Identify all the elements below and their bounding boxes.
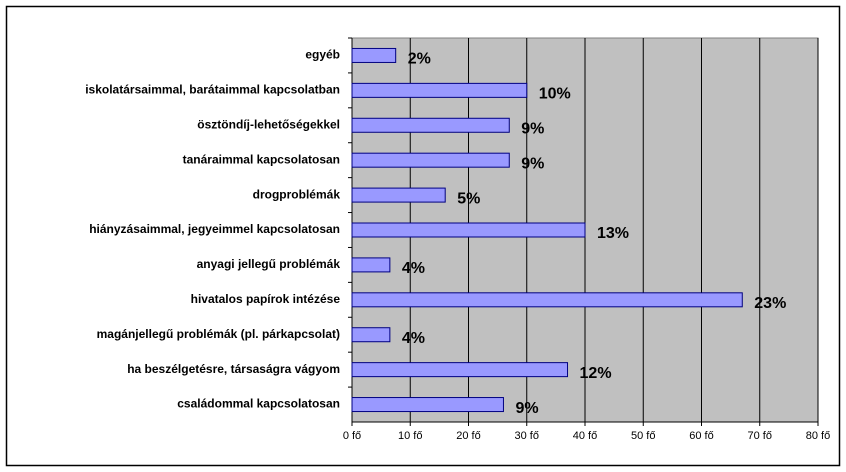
x-tick-label: 40 fő [573, 430, 597, 442]
y-tick-label: hivatalos papírok intézése [191, 292, 341, 306]
x-tick-label: 10 fő [398, 430, 422, 442]
y-tick-label: anyagi jellegű problémák [197, 257, 341, 271]
y-tick-label: egyéb [305, 48, 340, 62]
bar [351, 187, 446, 203]
data-label: 4% [402, 260, 425, 277]
y-tick-label: ha beszélgetésre, társaságra vágyom [127, 362, 340, 376]
bar [351, 117, 510, 133]
x-tick-label: 30 fő [515, 430, 539, 442]
bar [351, 397, 504, 413]
bar [351, 292, 743, 308]
bar [351, 47, 397, 63]
data-label: 4% [402, 330, 425, 347]
x-tick-label: 50 fő [631, 430, 655, 442]
data-label: 13% [597, 225, 629, 242]
bar [351, 362, 569, 378]
bar [351, 327, 391, 343]
y-tick-label: ösztöndíj-lehetőségekkel [197, 117, 340, 131]
x-tick-label: 60 fő [689, 430, 713, 442]
bar [351, 222, 586, 238]
data-label: 2% [408, 51, 431, 68]
data-label: 9% [521, 120, 544, 137]
bar [351, 152, 510, 168]
y-tick-label: tanáraimmal kapcsolatosan [183, 152, 340, 166]
data-label: 5% [457, 190, 480, 207]
y-tick-label: iskolatársaimmal, barátaimmal kapcsolatb… [85, 83, 340, 97]
x-tick-label: 80 fő [806, 430, 830, 442]
y-tick-label: magánjellegű problémák (pl. párkapcsolat… [97, 327, 340, 341]
bar [351, 82, 528, 98]
y-tick-label: hiányzásaimmal, jegyeimmel kapcsolatosan [89, 222, 340, 236]
x-tick-label: 70 fő [748, 430, 772, 442]
data-label: 9% [521, 155, 544, 172]
x-tick-label: 0 fő [343, 430, 361, 442]
y-tick-label: drogproblémák [253, 187, 341, 201]
x-tick-label: 20 fő [456, 430, 480, 442]
bar [351, 257, 391, 273]
data-label: 12% [580, 365, 612, 382]
data-label: 23% [754, 295, 786, 312]
y-tick-label: családommal kapcsolatosan [177, 397, 340, 411]
data-label: 9% [515, 400, 538, 417]
data-label: 10% [539, 86, 571, 103]
